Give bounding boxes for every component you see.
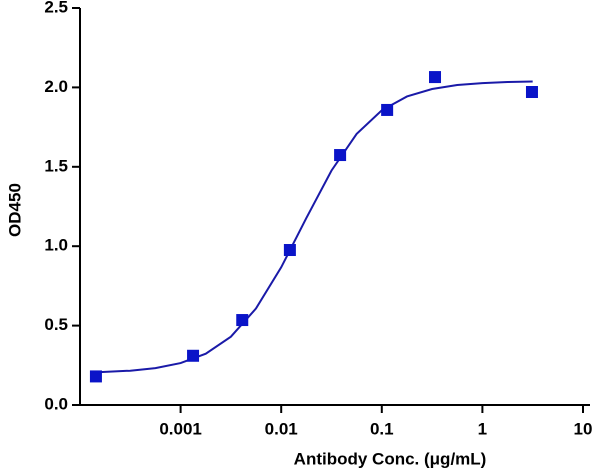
data-point (525, 86, 538, 99)
fit-curve (99, 80, 533, 374)
y-tick-label: 2.5 (44, 0, 68, 16)
data-point (429, 71, 442, 84)
x-axis-label: Antibody Conc. (μg/mL) (294, 449, 487, 468)
x-tick-label: 10 (574, 419, 593, 438)
x-tick-label: 0.001 (159, 419, 202, 438)
y-axis-label: OD450 (5, 183, 24, 237)
data-point (89, 370, 102, 383)
data-point (187, 349, 200, 362)
y-tick-label: 0.0 (44, 394, 68, 413)
data-point (334, 149, 347, 162)
data-point (283, 244, 296, 257)
y-tick-label: 1.5 (44, 156, 68, 175)
x-tick-label: 0.1 (370, 419, 394, 438)
y-tick-label: 0.5 (44, 315, 68, 334)
x-tick-label: 0.01 (265, 419, 298, 438)
y-tick-label: 2.0 (44, 77, 68, 96)
data-point (381, 103, 394, 116)
data-point (236, 314, 249, 327)
x-tick-label: 1 (478, 419, 487, 438)
y-tick-label: 1.0 (44, 236, 68, 255)
